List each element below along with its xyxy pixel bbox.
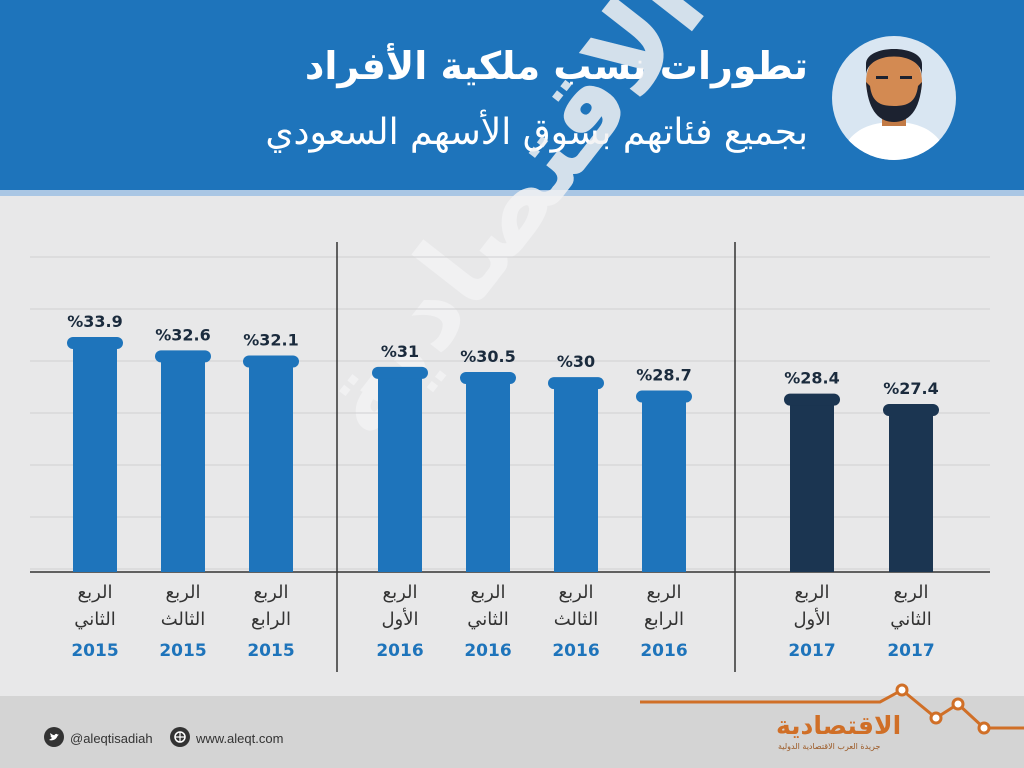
quarter-label-line1: الربع: [253, 582, 288, 603]
website-url[interactable]: www.aleqt.com: [196, 731, 284, 746]
quarter-label-line2: الثاني: [74, 609, 115, 630]
quarter-label-line2: الثاني: [890, 609, 931, 630]
bar-cap: [67, 337, 123, 349]
bar: [249, 361, 293, 572]
data-label: %33.9: [67, 312, 123, 331]
quarter-label-line1: الربع: [646, 582, 681, 603]
quarter-label-line1: الربع: [470, 582, 505, 603]
year-label: 2015: [247, 641, 294, 661]
bar-cap: [548, 377, 604, 390]
quarter-label-line1: الربع: [893, 582, 928, 603]
bar-cap: [460, 372, 516, 385]
year-label: 2015: [159, 641, 206, 661]
quarter-label-line2: الثالث: [554, 609, 599, 630]
data-label: %30.5: [460, 347, 516, 366]
year-label: 2016: [464, 641, 511, 661]
header-divider: [0, 190, 1024, 196]
twitter-handle[interactable]: @aleqtisadiah: [70, 731, 153, 746]
brand-logo: الاقتصادية: [776, 711, 902, 740]
quarter-label-line2: الرابع: [644, 609, 684, 630]
data-label: %31: [381, 342, 419, 361]
year-label: 2017: [788, 641, 835, 661]
data-label: %28.4: [784, 369, 840, 388]
year-label: 2017: [887, 641, 934, 661]
bar: [642, 396, 686, 572]
data-label: %32.6: [155, 325, 211, 344]
footer: [0, 696, 1024, 768]
bar-cap: [784, 393, 840, 406]
quarter-label-line1: الربع: [165, 582, 200, 603]
data-label: %32.1: [243, 331, 299, 350]
bar-cap: [155, 350, 211, 363]
page-subtitle: بجميع فئاتهم بسوق الأسهم السعودي: [265, 112, 808, 153]
quarter-label-line1: الربع: [382, 582, 417, 603]
footer-line-decoration: [640, 683, 1024, 735]
quarter-label-line1: الربع: [794, 582, 829, 603]
data-label: %28.7: [636, 366, 692, 385]
quarter-label-line1: الربع: [77, 582, 112, 603]
bar: [73, 343, 117, 572]
year-label: 2016: [376, 641, 423, 661]
bar: [378, 372, 422, 572]
page-title: تطورات نسب ملكية الأفراد: [304, 44, 808, 88]
year-label: 2015: [71, 641, 118, 661]
bar-cap: [372, 366, 428, 379]
quarter-label-line2: الثالث: [161, 609, 206, 630]
quarter-label-line2: الأول: [381, 608, 418, 630]
brand-tagline: جريدة العرب الاقتصادية الدولية: [778, 742, 881, 751]
person-avatar-icon: [832, 36, 956, 160]
year-label: 2016: [640, 641, 687, 661]
bar: [554, 383, 598, 572]
twitter-icon[interactable]: [44, 727, 64, 747]
quarter-label-line2: الأول: [793, 608, 830, 630]
data-label: %27.4: [883, 379, 939, 398]
bar: [466, 378, 510, 572]
bar-cap: [243, 355, 299, 368]
bar: [790, 399, 834, 572]
bar: [889, 409, 933, 572]
bar-cap: [883, 403, 939, 416]
website-icon[interactable]: [170, 727, 190, 747]
quarter-label-line1: الربع: [558, 582, 593, 603]
data-label: %30: [557, 352, 595, 371]
year-label: 2016: [552, 641, 599, 661]
quarter-label-line2: الرابع: [251, 609, 291, 630]
quarter-label-line2: الثاني: [467, 609, 508, 630]
bar-chart: %33.9 الربع الثاني 2015 %32.6 الربع الثالث 2015…: [30, 242, 990, 672]
bar-cap: [636, 390, 692, 403]
bar: [161, 356, 205, 572]
